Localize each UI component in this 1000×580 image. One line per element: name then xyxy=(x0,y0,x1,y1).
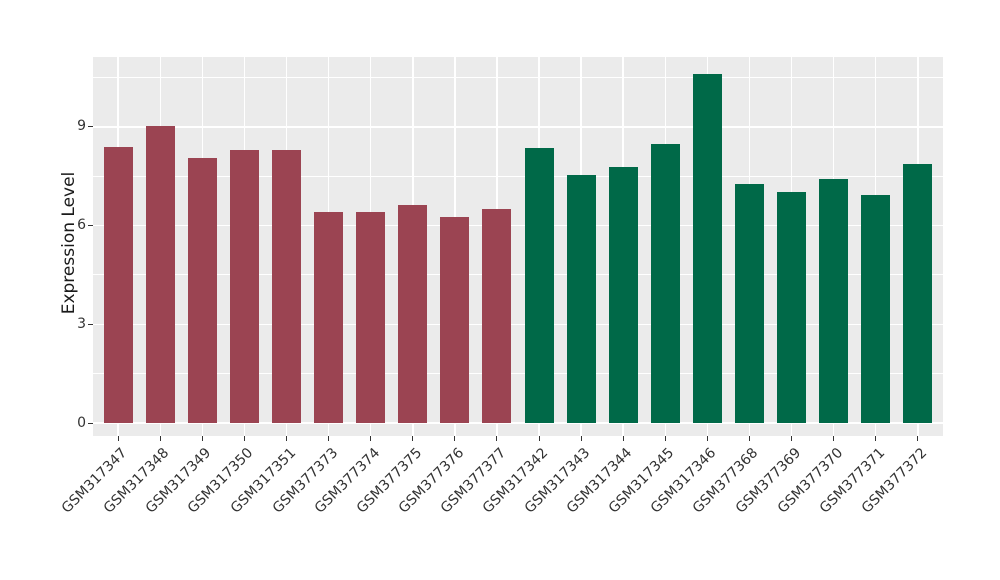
bar-GSM377369 xyxy=(777,192,806,423)
x-tick-mark xyxy=(875,436,877,441)
y-tick-mark-9 xyxy=(88,126,93,128)
x-tick-mark xyxy=(496,436,498,441)
bar-GSM317349 xyxy=(187,158,217,423)
bar-GSM317345 xyxy=(650,144,680,423)
bar-GSM377370 xyxy=(819,179,849,423)
y-tick-mark-0 xyxy=(88,422,93,424)
gridline-major-y-9 xyxy=(93,126,943,128)
gridline-minor-y-4.5 xyxy=(93,274,943,276)
y-tick-mark-6 xyxy=(88,225,93,227)
x-tick-mark xyxy=(748,436,750,441)
x-tick-mark xyxy=(286,436,288,441)
bar-GSM317350 xyxy=(229,149,259,423)
bar-GSM317348 xyxy=(145,125,175,423)
bar-GSM377374 xyxy=(356,212,386,423)
x-tick-mark xyxy=(538,436,540,441)
x-tick-mark xyxy=(243,436,245,441)
x-tick-mark xyxy=(664,436,666,441)
x-tick-mark xyxy=(917,436,919,441)
y-tick-mark-3 xyxy=(88,323,93,325)
bar-GSM377371 xyxy=(861,194,891,423)
x-tick-mark xyxy=(201,436,203,441)
x-tick-mark xyxy=(159,436,161,441)
bar-GSM377368 xyxy=(734,184,764,423)
x-tick-label-GSM377372: GSM377372 xyxy=(858,445,931,517)
y-tick-label-6: 6 xyxy=(77,217,86,234)
bar-GSM377377 xyxy=(482,209,512,423)
x-tick-mark xyxy=(370,436,372,441)
bar-GSM317343 xyxy=(566,175,596,423)
x-tick-mark xyxy=(328,436,330,441)
bar-GSM317342 xyxy=(524,147,554,423)
x-tick-mark xyxy=(706,436,708,441)
x-tick-mark xyxy=(412,436,414,441)
bar-GSM377376 xyxy=(440,217,470,423)
x-tick-mark xyxy=(833,436,835,441)
gridline-minor-y-10.5 xyxy=(93,77,943,79)
x-tick-mark xyxy=(117,436,119,441)
bar-GSM317344 xyxy=(608,166,638,423)
bar-GSM317346 xyxy=(692,74,722,423)
bar-GSM377375 xyxy=(398,205,428,423)
bar-GSM377372 xyxy=(903,164,933,423)
gridline-major-y-0 xyxy=(93,422,943,424)
y-tick-label-3: 3 xyxy=(77,315,86,332)
plot-panel xyxy=(93,57,943,436)
bar-GSM317347 xyxy=(103,146,133,423)
bar-GSM377373 xyxy=(314,212,344,423)
x-tick-mark xyxy=(791,436,792,441)
gridline-minor-y-7.5 xyxy=(93,175,943,177)
y-tick-label-9: 9 xyxy=(77,118,86,135)
x-tick-mark xyxy=(580,436,582,441)
bar-GSM317351 xyxy=(272,149,302,423)
gridline-major-y-6 xyxy=(93,224,943,227)
x-tick-mark xyxy=(622,436,624,441)
gridline-minor-y-1.5 xyxy=(93,373,943,375)
gridline-major-y-3 xyxy=(93,323,943,326)
y-tick-label-0: 0 xyxy=(77,414,86,431)
x-tick-mark xyxy=(454,436,456,441)
y-axis-title: Expression Level xyxy=(59,171,79,315)
